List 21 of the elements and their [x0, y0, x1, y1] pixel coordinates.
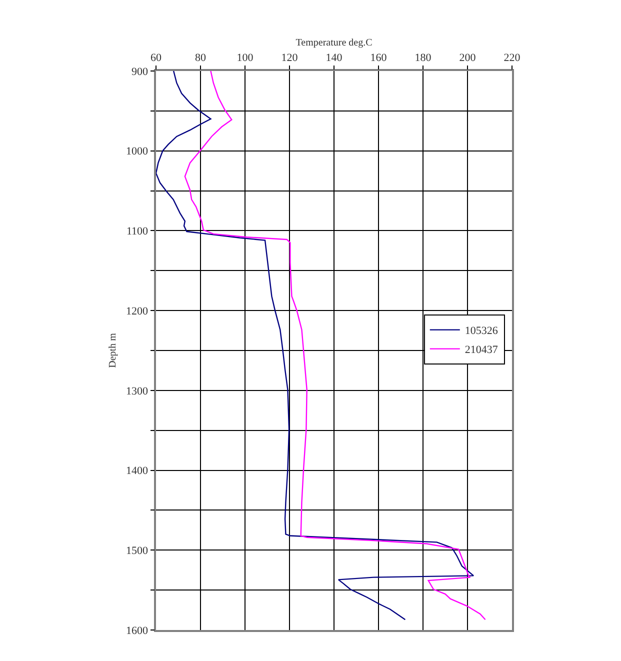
x-tick-label: 160 — [370, 52, 388, 64]
y-tick-label: 1000 — [126, 146, 149, 158]
y-tick-label: 1300 — [126, 385, 149, 398]
y-tick-label: 1600 — [126, 624, 149, 637]
y-tick-label: 1400 — [126, 465, 149, 478]
x-axis-title: Temperature deg.C — [296, 37, 373, 48]
x-tick-label: 200 — [459, 52, 476, 64]
x-tick-label: 80 — [195, 52, 206, 64]
x-tick-label: 220 — [504, 52, 521, 64]
x-tick-label: 100 — [236, 52, 254, 64]
y-tick-label: 900 — [132, 66, 149, 78]
x-tick-label: 180 — [414, 52, 432, 64]
x-tick-label: 60 — [150, 52, 162, 64]
y-axis-title: Depth m — [108, 332, 119, 368]
y-tick-label: 1500 — [126, 544, 149, 557]
x-tick-label: 120 — [281, 52, 298, 64]
legend-label: 210437 — [464, 344, 498, 356]
y-tick-label: 1200 — [126, 305, 149, 318]
x-tick-label: 140 — [326, 52, 343, 64]
y-tick-label: 1100 — [126, 226, 149, 238]
legend-label: 105326 — [464, 325, 498, 338]
